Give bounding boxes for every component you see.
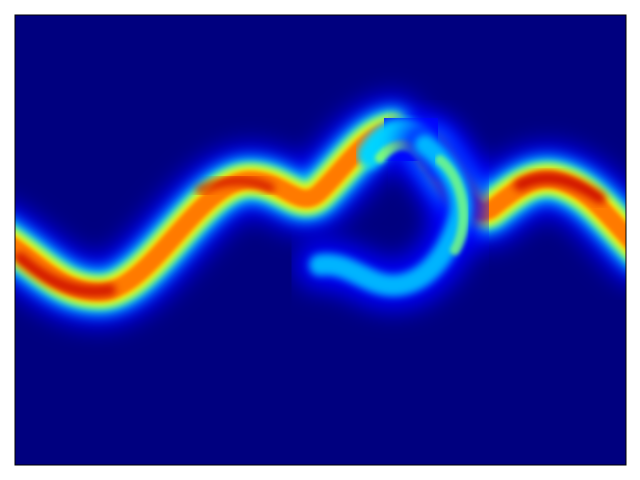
left-peak-core [15, 252, 116, 298]
mid-peak-core [195, 175, 275, 195]
loop-right-green [435, 155, 469, 255]
plot-frame [14, 14, 627, 466]
right-peak-core [514, 172, 606, 204]
